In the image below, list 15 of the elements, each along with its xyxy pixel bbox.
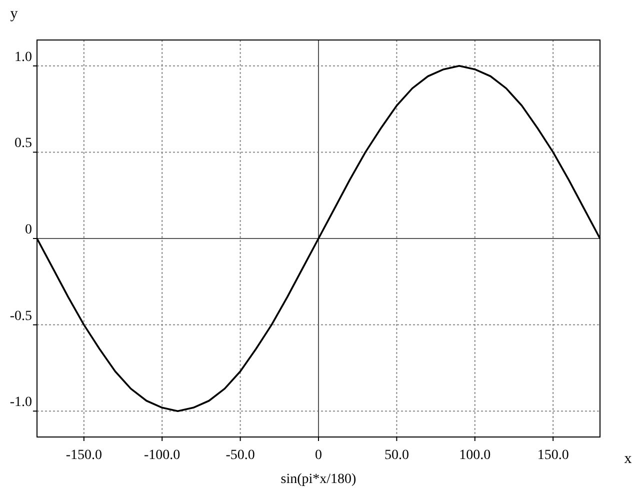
y-tick-label: 0.5 bbox=[14, 136, 32, 152]
x-axis-title: x bbox=[624, 451, 632, 467]
x-tick-label: 100.0 bbox=[459, 448, 491, 463]
x-tick-label: 150.0 bbox=[537, 448, 569, 463]
x-tick-label: 50.0 bbox=[384, 448, 409, 463]
y-tick-label: -0.5 bbox=[10, 308, 32, 324]
y-axis-title: y bbox=[10, 6, 18, 22]
y-tick-label: -1.0 bbox=[10, 395, 32, 410]
text: sin(pi*x/180) bbox=[280, 472, 357, 487]
y-tick-label: 0 bbox=[25, 222, 32, 238]
x-tick-label: -100.0 bbox=[144, 448, 180, 463]
x-tick-label: -150.0 bbox=[66, 448, 102, 463]
x-tick-label: -50.0 bbox=[226, 448, 255, 463]
y-tick-label: 1.0 bbox=[14, 50, 32, 65]
x-tick-label: 0 bbox=[315, 448, 322, 463]
